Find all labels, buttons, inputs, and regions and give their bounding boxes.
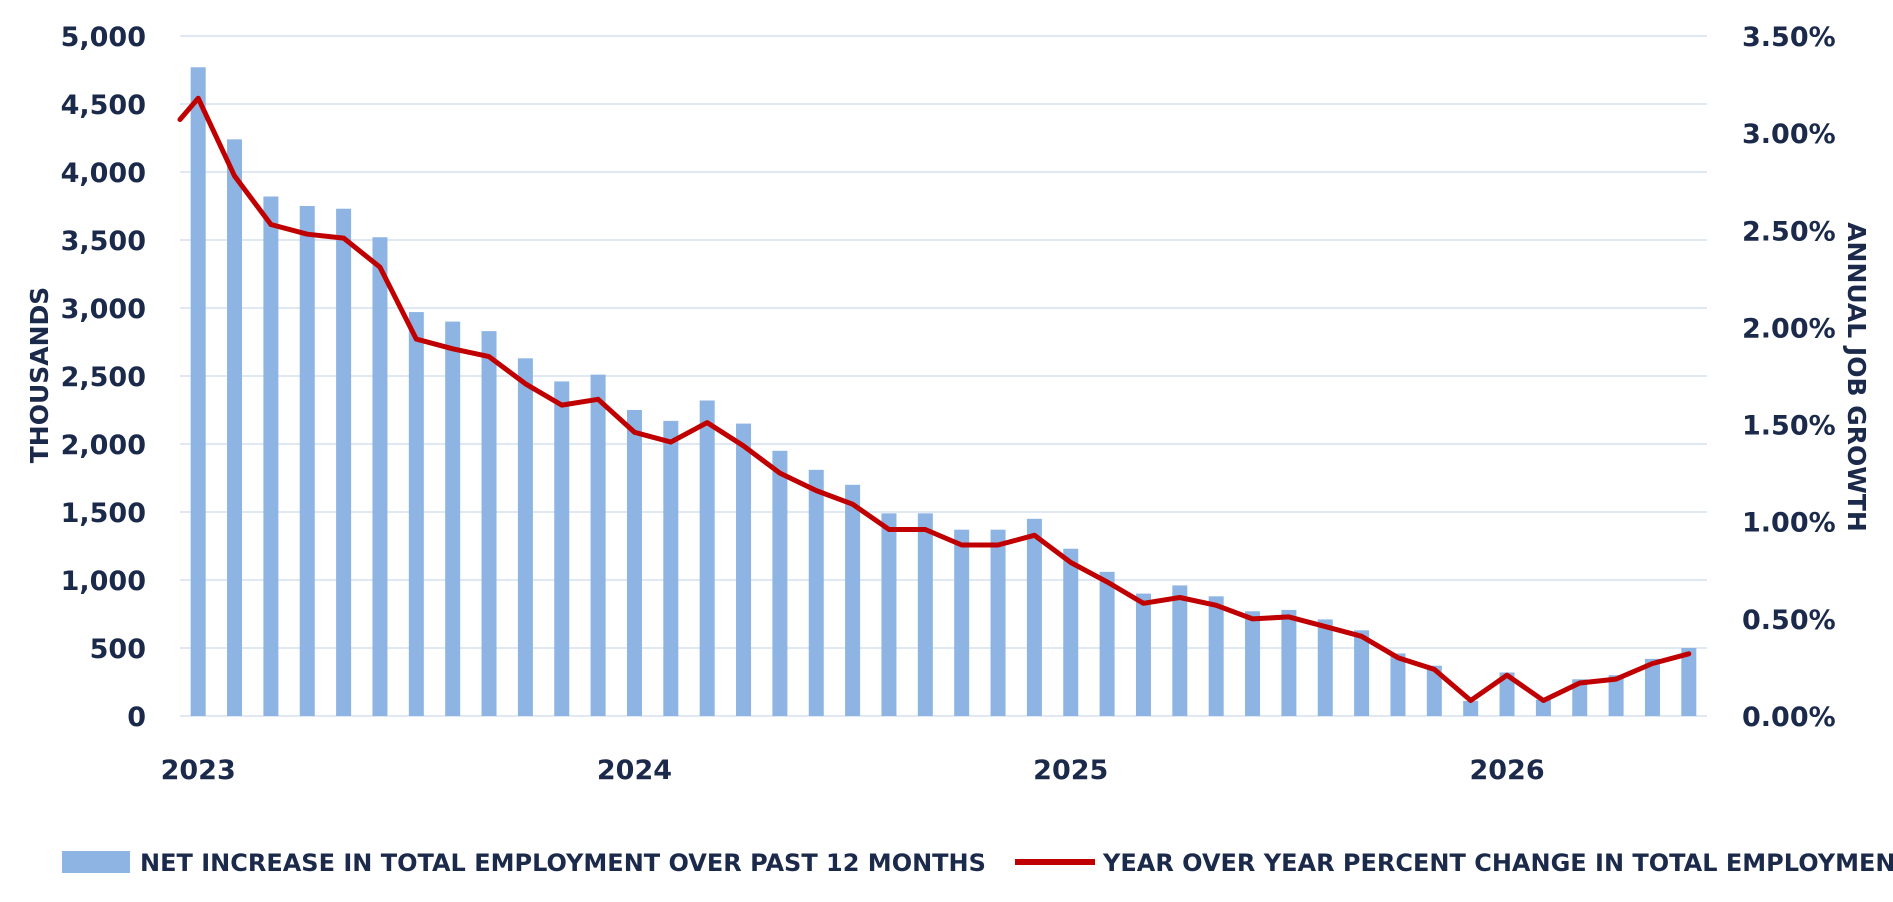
left-tick-label: 3,000 — [61, 294, 146, 325]
bar — [445, 321, 461, 716]
right-tick-label: 2.00% — [1742, 313, 1836, 344]
bar — [554, 381, 570, 716]
left-tick-label: 0 — [127, 702, 146, 733]
bar — [1063, 548, 1079, 716]
bar — [299, 206, 315, 716]
bar — [1245, 611, 1261, 716]
bar — [1281, 609, 1297, 716]
left-tick-label: 3,500 — [61, 226, 146, 257]
left-tick-label: 4,000 — [61, 158, 146, 189]
series-line — [177, 95, 1692, 703]
bar — [1608, 675, 1624, 716]
bar — [1390, 653, 1406, 716]
right-tick-label: 3.50% — [1742, 22, 1836, 53]
right-tick-label: 0.50% — [1742, 605, 1836, 636]
bar — [408, 312, 424, 716]
line-series — [177, 95, 1692, 703]
x-tick-label: 2026 — [1469, 755, 1544, 786]
x-tick-label: 2024 — [597, 755, 672, 786]
right-tick-label: 1.50% — [1742, 411, 1836, 442]
legend-bar-swatch — [62, 851, 130, 873]
bar — [772, 450, 788, 716]
left-tick-label: 1,500 — [61, 498, 146, 529]
bar — [372, 237, 388, 716]
left-tick-label: 5,000 — [61, 22, 146, 53]
x-tick-label: 2023 — [161, 755, 236, 786]
legend-line-label: YEAR OVER YEAR PERCENT CHANGE IN TOTAL E… — [1102, 849, 1893, 877]
bar — [1099, 571, 1115, 716]
x-tick-label: 2025 — [1033, 755, 1108, 786]
gridlines — [180, 35, 1707, 717]
left-tick-label: 2,500 — [61, 362, 146, 393]
legend-bar-label: NET INCREASE IN TOTAL EMPLOYMENT OVER PA… — [140, 849, 986, 877]
bar — [263, 196, 279, 717]
bar — [1535, 699, 1551, 716]
bar — [190, 67, 206, 716]
right-axis-ticks: 0.00% 0.50% 1.00% 1.50% 2.00% 2.50% 3.00% 3.50% — [1742, 22, 1836, 733]
bar — [336, 208, 352, 716]
bar — [954, 529, 970, 716]
bar — [517, 358, 533, 716]
bar — [881, 513, 897, 716]
bar — [917, 513, 933, 716]
bar — [1208, 596, 1224, 716]
bar — [1572, 679, 1588, 716]
right-axis-title: ANNUAL JOB GROWTH — [1842, 222, 1871, 532]
left-tick-label: 500 — [90, 634, 146, 665]
bar — [481, 331, 497, 716]
bar — [1681, 648, 1697, 716]
legend: NET INCREASE IN TOTAL EMPLOYMENT OVER PA… — [62, 849, 1893, 877]
bar — [699, 400, 715, 716]
left-tick-label: 4,500 — [61, 90, 146, 121]
bar — [808, 469, 824, 716]
right-tick-label: 1.00% — [1742, 508, 1836, 539]
left-axis-ticks: 0 500 1,000 1,500 2,000 2,500 3,000 3,500 4,000 4… — [61, 22, 146, 733]
bar — [1172, 585, 1188, 716]
right-tick-label: 2.50% — [1742, 216, 1836, 247]
bar — [1426, 665, 1442, 716]
bar — [736, 423, 752, 716]
bar — [1463, 701, 1479, 716]
left-tick-label: 1,000 — [61, 566, 146, 597]
bar — [1135, 593, 1151, 716]
right-tick-label: 0.00% — [1742, 702, 1836, 733]
left-tick-label: 2,000 — [61, 430, 146, 461]
legend-line-swatch — [1015, 859, 1095, 865]
bar — [227, 139, 243, 717]
bar-series — [190, 67, 1697, 717]
bar — [1026, 518, 1042, 716]
bar — [1354, 630, 1370, 716]
x-axis-ticks: 2023 2024 2025 2026 — [161, 755, 1545, 786]
bar — [1644, 658, 1660, 716]
bar — [590, 374, 606, 716]
bar — [626, 410, 642, 716]
right-tick-label: 3.00% — [1742, 119, 1836, 150]
left-axis-title: THOUSANDS — [25, 287, 54, 464]
bar — [845, 484, 861, 716]
bar — [1317, 619, 1333, 716]
bar — [990, 529, 1006, 716]
bar — [663, 420, 679, 716]
bar — [1499, 672, 1515, 716]
